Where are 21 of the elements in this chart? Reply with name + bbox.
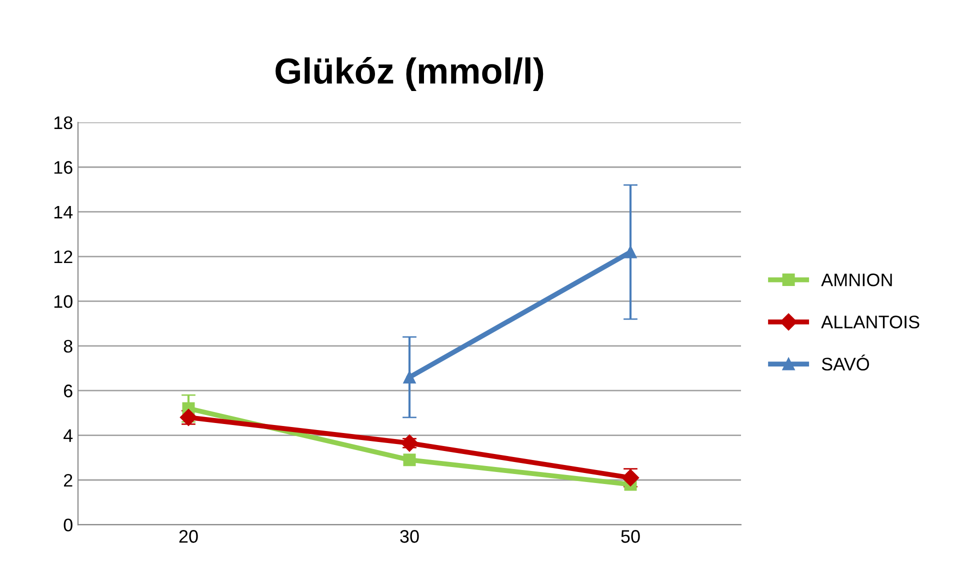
y-tick-label: 18 — [54, 116, 72, 130]
y-tick-label: 4 — [64, 429, 73, 442]
x-tick-label: 30 — [400, 530, 419, 543]
y-tick-label: 0 — [64, 518, 72, 532]
point — [624, 246, 637, 258]
y-tick-label: 16 — [54, 161, 72, 174]
legend-label: SAVÓ — [822, 354, 870, 371]
y-tick-label: 14 — [54, 206, 73, 218]
point — [403, 370, 416, 384]
legend-label: AMNION — [821, 274, 892, 286]
y-tick-label: 6 — [64, 384, 72, 398]
point — [400, 434, 418, 452]
y-tick-label: 12 — [54, 250, 72, 264]
x-tick-label: 20 — [179, 530, 198, 543]
y-tick-label: 10 — [54, 295, 72, 308]
chart-title: Glükóz (mmol/l) — [276, 57, 544, 92]
point — [403, 454, 416, 466]
y-tick-label: 8 — [64, 340, 72, 353]
y-tick-label: 2 — [64, 474, 72, 487]
x-tick-label: 50 — [621, 530, 640, 543]
legend-label: ALLANTOIS — [821, 316, 920, 328]
